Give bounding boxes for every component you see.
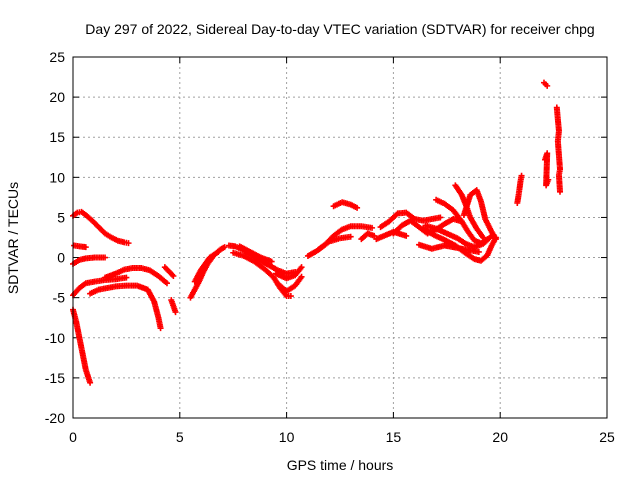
data-point	[157, 325, 164, 332]
x-tick-label: 10	[279, 429, 295, 445]
x-tick-label: 25	[599, 429, 615, 445]
data-point	[170, 273, 177, 280]
data-point	[125, 240, 132, 247]
x-tick-label: 0	[69, 429, 77, 445]
y-tick-label: 10	[49, 169, 65, 185]
data-point	[298, 264, 305, 271]
x-tick-label: 20	[492, 429, 508, 445]
y-tick-label: 20	[49, 89, 65, 105]
y-tick-label: 5	[57, 209, 65, 225]
data-point	[215, 248, 222, 255]
y-tick-label: -20	[45, 410, 65, 426]
x-tick-label: 15	[386, 429, 402, 445]
y-axis-label: SDTVAR / TECUs	[5, 182, 21, 294]
data-point	[492, 236, 499, 243]
plot-frame	[72, 56, 608, 419]
data-point	[347, 233, 354, 240]
data-point	[298, 273, 305, 280]
data-point	[221, 244, 228, 251]
data-point	[102, 254, 109, 261]
data-point	[475, 248, 482, 255]
data-point	[369, 224, 376, 231]
data-point	[544, 82, 551, 89]
data-point	[518, 172, 525, 179]
data-point	[480, 234, 487, 241]
data-point	[87, 379, 94, 386]
ticks: 0 5 10 15 20 25 -20 -15 -10 -5 0 5 10 15 20 25	[45, 49, 615, 445]
y-tick-label: 25	[49, 49, 65, 65]
data-point	[163, 280, 170, 287]
grid	[73, 57, 607, 418]
data-point	[403, 232, 410, 239]
data-point	[371, 232, 378, 239]
data-point	[287, 293, 294, 300]
data-point	[82, 244, 89, 251]
data-point	[268, 258, 275, 265]
y-tick-label: -10	[45, 330, 65, 346]
y-tick-label: -5	[53, 290, 66, 306]
data-point	[437, 214, 444, 221]
data-points	[70, 79, 564, 386]
data-point	[545, 176, 552, 183]
x-axis-label: GPS time / hours	[287, 457, 394, 473]
y-tick-label: 15	[49, 129, 65, 145]
y-tick-label: 0	[57, 250, 65, 266]
y-tick-label: -15	[45, 370, 65, 386]
data-point	[488, 232, 495, 239]
data-point	[557, 188, 564, 195]
x-tick-label: 5	[176, 429, 184, 445]
data-point	[354, 204, 361, 211]
data-point	[123, 274, 130, 281]
chart-title: Day 297 of 2022, Sidereal Day-to-day VTE…	[85, 21, 594, 37]
data-point	[172, 309, 179, 316]
